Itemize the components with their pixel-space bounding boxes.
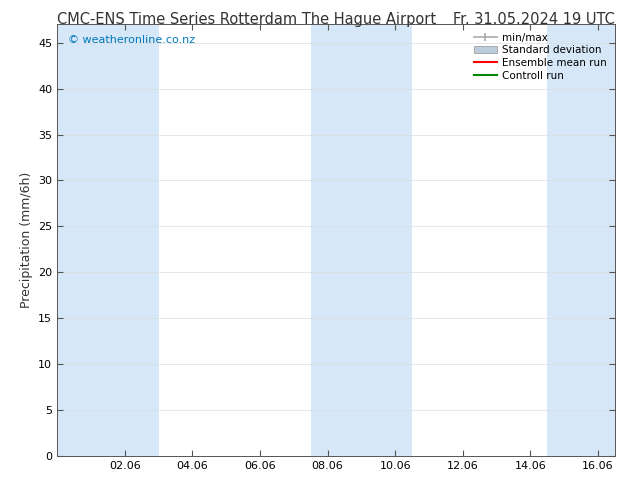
Bar	[108, 24, 158, 456]
Bar	[57, 24, 108, 456]
Text: Fr. 31.05.2024 19 UTC: Fr. 31.05.2024 19 UTC	[453, 12, 615, 27]
Y-axis label: Precipitation (mm/6h): Precipitation (mm/6h)	[20, 172, 32, 308]
Legend: min/max, Standard deviation, Ensemble mean run, Controll run: min/max, Standard deviation, Ensemble me…	[470, 30, 610, 84]
Bar	[311, 24, 412, 456]
Bar	[547, 24, 615, 456]
Text: © weatheronline.co.nz: © weatheronline.co.nz	[68, 35, 195, 45]
Text: CMC-ENS Time Series Rotterdam The Hague Airport: CMC-ENS Time Series Rotterdam The Hague …	[57, 12, 436, 27]
